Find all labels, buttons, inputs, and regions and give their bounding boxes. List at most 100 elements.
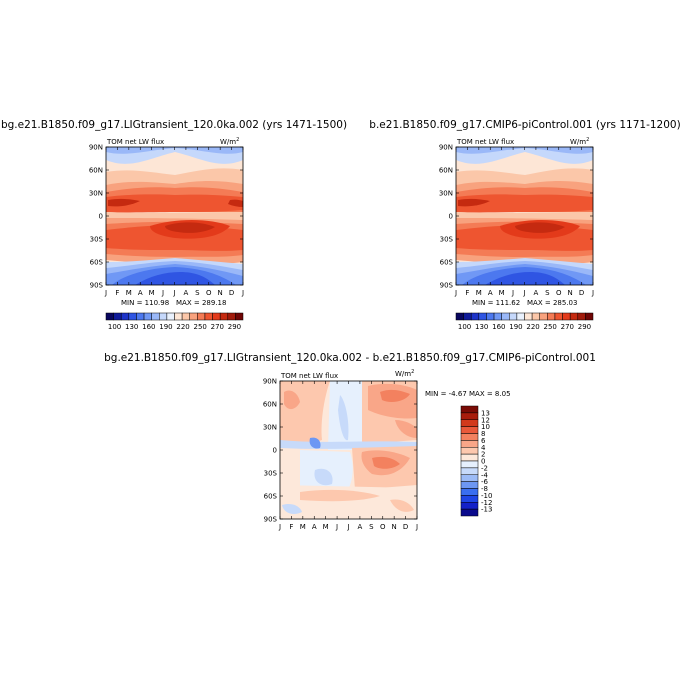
panel-diff-y-tick-label: 30S	[264, 470, 278, 478]
panel-pi-colorbar-swatch	[531, 312, 540, 321]
panel-diff-x-tick-label: D	[403, 523, 408, 531]
panel-diff-x-tick-label: F	[289, 523, 293, 531]
panel-pi-y-tick-label: 0	[449, 213, 453, 221]
panel-lig-colorbar-swatch	[120, 312, 130, 321]
panel-diff-colorbar-label: 10	[481, 423, 490, 431]
panel-pi-x-tick-label: J	[591, 289, 594, 297]
panel-diff-x-tick-label: J	[346, 523, 349, 531]
panel-pi-y-tick-label: 60S	[440, 259, 454, 267]
panel-diff-colorbar-label: 8	[481, 430, 485, 438]
panel-pi-units: W/m2	[570, 137, 589, 146]
panel-lig-colorbar-swatch	[227, 312, 236, 321]
panel-lig-colorbar-swatch	[128, 312, 137, 321]
panel-pi-y-tick-label: 60N	[439, 167, 453, 175]
panel-lig-x-tick-label: J	[241, 289, 244, 297]
panel-diff-colorbar-swatch	[460, 460, 479, 469]
panel-pi-x-tick-label: J	[454, 289, 457, 297]
panel-diff-colorbar-swatch	[460, 453, 479, 462]
panel-lig: bg.e21.B1850.f09_g17.LIGtransient_120.0k…	[1, 119, 347, 331]
panel-pi-min: MIN = 111.62	[472, 299, 520, 307]
panel-lig-colorbar-swatch	[151, 312, 160, 321]
panel-pi-x-tick-label: M	[499, 289, 505, 297]
panel-diff-colorbar-swatch	[460, 405, 479, 414]
panel-lig-colorbar-swatch	[181, 312, 190, 321]
panel-lig-x-tick-label: J	[161, 289, 164, 297]
panel-diff-colorbar-label: -12	[481, 499, 492, 507]
panel-pi-colorbar-label: 130	[475, 323, 488, 331]
panel-diff-x-tick-label: A	[312, 523, 317, 531]
panel-lig-colorbar-swatch	[189, 312, 198, 321]
panel-lig-colorbar-swatch	[204, 312, 213, 321]
panel-pi-colorbar-label: 220	[526, 323, 539, 331]
panel-pi-x-tick-label: S	[545, 289, 550, 297]
panel-diff-colorbar-swatch	[460, 508, 479, 517]
panel-pi-colorbar-label: 100	[458, 323, 471, 331]
panel-lig-colorbar-swatch	[197, 312, 206, 321]
panel-lig-colorbar-swatch	[105, 312, 114, 321]
panel-diff-x-tick-label: J	[278, 523, 281, 531]
panel-diff-colorbar-swatch	[460, 433, 479, 441]
panel-diff-y-tick-label: 90N	[263, 378, 277, 386]
panel-lig-colorbar-label: 270	[211, 323, 224, 331]
panel-diff-title: bg.e21.B1850.f09_g17.LIGtransient_120.0k…	[104, 352, 596, 364]
panel-diff-x-tick-label: O	[380, 523, 386, 531]
panel-pi-x-tick-label: O	[556, 289, 562, 297]
panel-pi-colorbar-label: 270	[561, 323, 574, 331]
panel-lig-colorbar-label: 160	[142, 323, 155, 331]
panel-lig-y-tick-label: 90N	[89, 144, 103, 152]
panel-diff-colorbar-swatch	[460, 488, 479, 496]
panel-diff-colorbar-label: 13	[481, 409, 490, 417]
panel-lig-colorbar-label: 190	[159, 323, 172, 331]
panel-lig-x-tick-label: F	[115, 289, 119, 297]
panel-diff-colorbar-label: 4	[481, 444, 486, 452]
panel-diff-colorbar-label: 2	[481, 451, 485, 459]
panel-pi-x-tick-label: J	[522, 289, 525, 297]
panel-diff-y-tick-label: 60N	[263, 401, 277, 409]
panel-lig-y-tick-label: 90S	[90, 282, 104, 290]
panel-lig-y-tick-label: 60S	[90, 259, 104, 267]
panel-diff-x-tick-label: S	[369, 523, 374, 531]
panel-pi-units-text: W/m	[570, 138, 586, 146]
panel-diff-colorbar-label: -13	[481, 506, 492, 514]
panel-pi-x-tick-label: A	[488, 289, 493, 297]
panel-diff-colorbar-swatch	[460, 502, 479, 510]
panel-diff-colorbar-label: -8	[481, 485, 488, 493]
panel-pi-colorbar-swatch	[493, 312, 502, 321]
panel-lig-colorbar-label: 220	[176, 323, 189, 331]
panel-pi-x-tick-label: D	[579, 289, 584, 297]
panel-pi-colorbar-swatch	[577, 312, 586, 321]
panel-lig-colorbar-swatch	[113, 312, 122, 321]
panel-lig-colorbar-label: 100	[108, 323, 121, 331]
panel-lig-x-tick-label: O	[206, 289, 212, 297]
panel-lig-y-tick-label: 30S	[90, 236, 104, 244]
panel-pi-colorbar-swatch	[478, 312, 487, 321]
panel-pi-y-tick-label: 30N	[439, 190, 453, 198]
panel-pi-colorbar: 100 130 160 190 220 250 270 290	[455, 312, 594, 331]
panel-diff-minmax: MIN = -4.67 MAX = 8.05	[425, 390, 511, 398]
panel-diff-field	[280, 381, 417, 519]
panel-diff-x-tick-label: A	[358, 523, 363, 531]
panel-diff-colorbar-swatch	[460, 426, 479, 434]
panel-diff-colorbar-label: -10	[481, 492, 492, 500]
panel-pi-colorbar-swatch	[463, 312, 472, 321]
panel-lig-x-tick-label: M	[149, 289, 155, 297]
panel-pi-variable-label: TOM net LW flux	[456, 138, 514, 146]
panel-lig-colorbar-swatch	[219, 312, 229, 321]
panel-pi-colorbar-swatch	[486, 312, 495, 321]
panel-diff-y-tick-label: 0	[273, 447, 277, 455]
panel-pi-y-tick-label: 30S	[440, 236, 454, 244]
panel-lig-x-tick-label: J	[172, 289, 175, 297]
panel-diff-colorbar-label: -6	[481, 478, 489, 486]
panel-pi-colorbar-swatch	[470, 312, 480, 321]
panel-pi-colorbar-swatch	[509, 312, 518, 321]
panel-lig-colorbar-swatch	[159, 312, 168, 321]
panel-diff-x-tick-label: N	[392, 523, 397, 531]
panel-lig-variable-label: TOM net LW flux	[106, 138, 164, 146]
panel-lig-colorbar-label: 290	[228, 323, 241, 331]
panel-pi-x-tick-label: J	[511, 289, 514, 297]
panel-diff-variable-label: TOM net LW flux	[280, 372, 338, 380]
panel-lig-max: MAX = 289.18	[176, 299, 226, 307]
panel-pi-colorbar-swatch	[455, 312, 464, 321]
